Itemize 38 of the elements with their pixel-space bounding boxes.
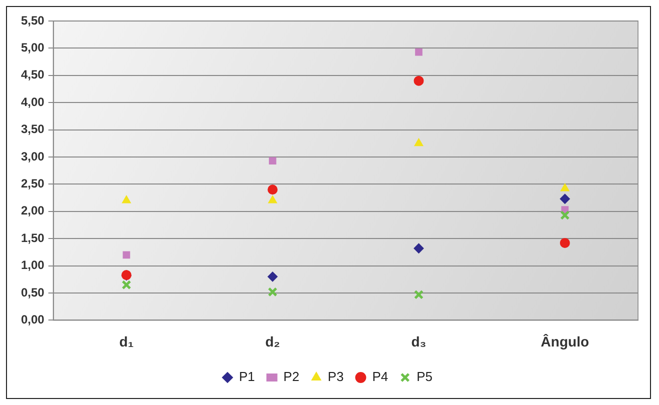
y-tick-label: 4,00	[20, 94, 45, 109]
x-tick-label: d₁	[119, 333, 134, 350]
y-tick-label: 2,50	[20, 176, 45, 191]
x-tick-label: Ângulo	[540, 333, 590, 350]
y-tick-label: 5,50	[20, 13, 45, 28]
point	[268, 287, 278, 297]
point	[560, 194, 570, 204]
legend-label: P1	[239, 369, 255, 384]
y-tick-label: 4,50	[20, 68, 45, 82]
x-tick-label: d₃	[411, 333, 426, 350]
y-tick-label: 1,50	[20, 230, 45, 245]
point	[122, 196, 131, 204]
point	[560, 184, 570, 192]
legend-label: P5	[416, 369, 433, 384]
y-tick-label: 3,00	[20, 149, 45, 164]
y-tick-label: 0,00	[20, 312, 45, 327]
point	[560, 238, 570, 248]
y-tick-label: 3,50	[20, 122, 45, 136]
point	[122, 251, 130, 259]
y-tick-label: 2,00	[20, 204, 45, 218]
x-tick-label: d₂	[265, 333, 280, 350]
y-tick-label: 5,00	[20, 40, 45, 55]
point	[268, 196, 277, 204]
point	[122, 280, 132, 290]
point	[414, 243, 424, 254]
y-tick-label: 1,00	[20, 258, 45, 272]
legend-label: P4	[372, 369, 388, 384]
point	[414, 290, 424, 300]
point	[268, 184, 278, 195]
point	[560, 210, 570, 220]
point	[268, 272, 278, 282]
point	[414, 138, 424, 146]
legend-label: P3	[328, 369, 344, 384]
point	[414, 76, 424, 86]
point	[415, 48, 422, 56]
point	[268, 157, 276, 164]
y-tick-label: 0,50	[20, 285, 45, 300]
legend-label: P2	[283, 369, 300, 384]
